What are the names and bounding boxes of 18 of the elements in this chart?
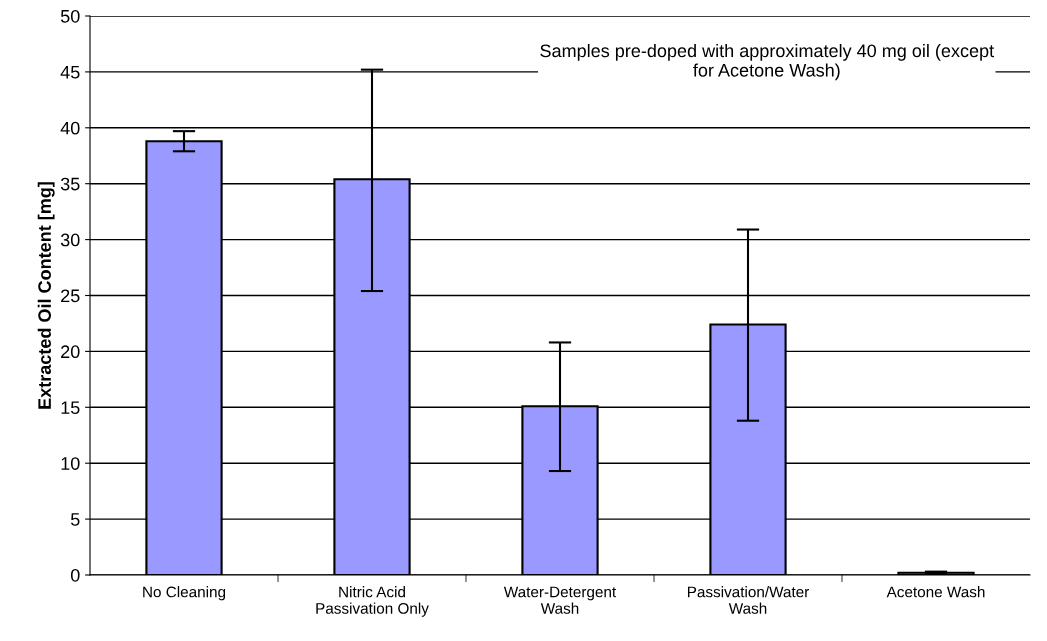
y-axis-title: Extracted Oil Content [mg] <box>37 182 55 409</box>
y-tick-label: 30 <box>60 233 80 247</box>
x-tick-label: No Cleaning <box>143 586 226 601</box>
x-tick-label: Water-Detergent Wash <box>503 586 617 614</box>
y-tick-label: 10 <box>61 457 80 470</box>
y-tick-label: 45 <box>60 66 80 79</box>
y-tick-label: 20 <box>61 345 80 359</box>
x-tick-label: Acetone Wash <box>886 586 985 598</box>
x-tick-label: Passivation/Water Wash <box>687 586 810 614</box>
y-tick-label: 25 <box>61 289 80 303</box>
annotation: Samples pre-doped with approximately 40 mg oil (except for Acetone Wash) <box>540 43 994 81</box>
y-tick-label: 35 <box>60 177 80 191</box>
y-tick-label: 40 <box>60 121 80 135</box>
y-tick-label: 15 <box>61 401 80 415</box>
y-tick-label: 50 <box>60 9 80 23</box>
y-tick-label: 0 <box>70 568 80 582</box>
x-tick-label: Nitric Acid Passivation Only <box>316 586 429 617</box>
y-tick-label: 5 <box>70 513 80 526</box>
